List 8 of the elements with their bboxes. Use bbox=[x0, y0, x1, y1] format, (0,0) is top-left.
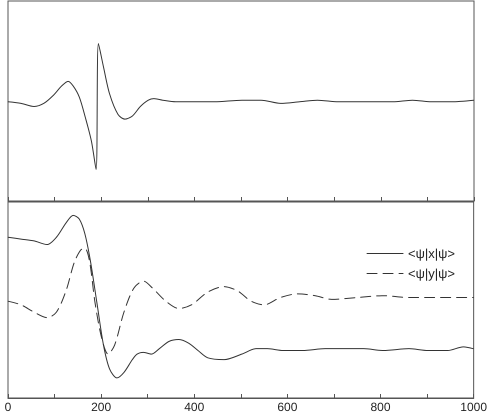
legend-label: <ψ|y|ψ> bbox=[408, 266, 456, 281]
x-tick-label: 0 bbox=[4, 400, 12, 414]
x-tick-label: 1000 bbox=[460, 400, 488, 414]
x-tick-label: 400 bbox=[184, 400, 205, 414]
x-tick-label: 200 bbox=[91, 400, 112, 414]
legend-label: <ψ|x|ψ> bbox=[408, 246, 456, 261]
x-tick-label: 600 bbox=[277, 400, 298, 414]
x-tick-label: 800 bbox=[370, 400, 391, 414]
